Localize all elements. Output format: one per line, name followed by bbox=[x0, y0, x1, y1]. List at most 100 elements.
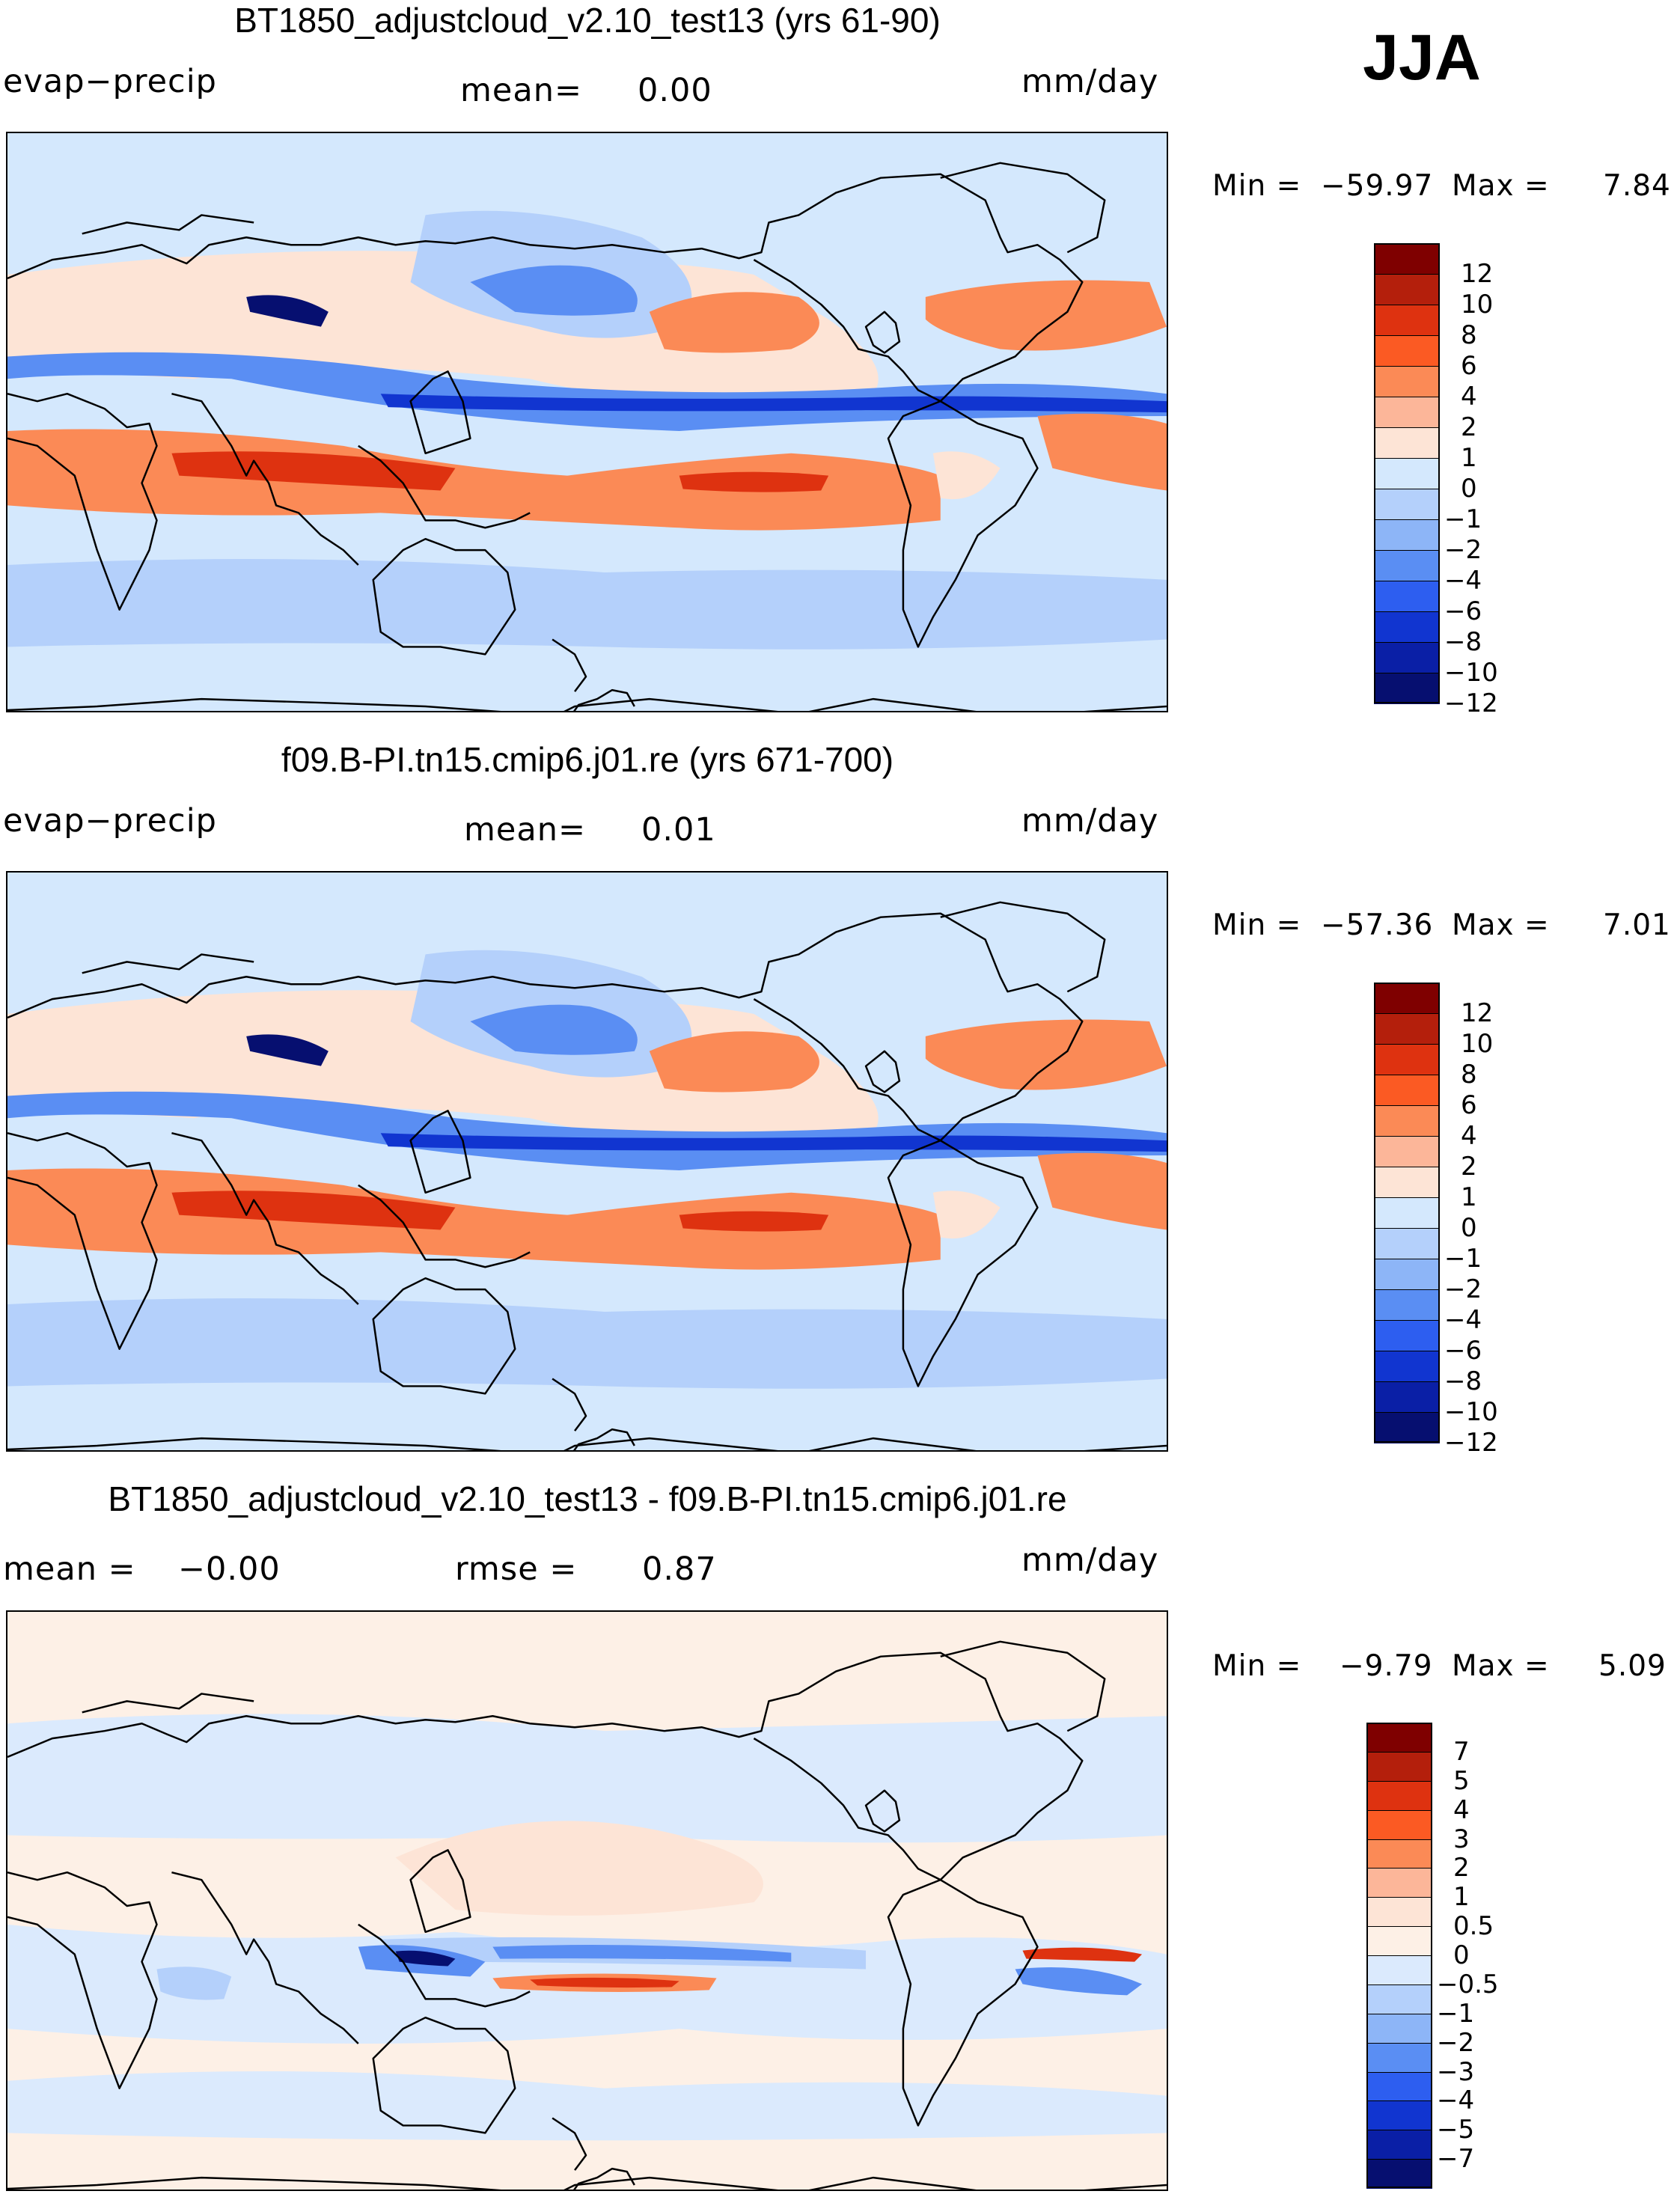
map-canvas bbox=[7, 1612, 1167, 2190]
coastline bbox=[7, 392, 158, 611]
mean-key: mean= bbox=[464, 811, 586, 849]
coastline bbox=[171, 1131, 359, 1305]
colorbar-swatch bbox=[1374, 1105, 1440, 1137]
panel-title: BT1850_adjustcloud_v2.10_test13 - f09.B-… bbox=[108, 1479, 1067, 1518]
coastline bbox=[171, 392, 359, 566]
coastline bbox=[887, 400, 1039, 648]
max-key: Max = bbox=[1452, 1649, 1550, 1683]
coastline bbox=[358, 444, 531, 529]
variable-label: evap−precip bbox=[3, 802, 217, 840]
coastline bbox=[940, 901, 1106, 993]
coastline bbox=[940, 1640, 1106, 1732]
colorbar-swatch bbox=[1374, 397, 1440, 428]
colorbar-swatch bbox=[1374, 1044, 1440, 1075]
coastline bbox=[7, 173, 1084, 403]
coastline bbox=[171, 1871, 359, 2044]
colorbar-tick-label: −6 bbox=[1444, 1336, 1482, 1366]
units-label: mm/day bbox=[1021, 63, 1159, 100]
colorbar-swatch bbox=[1374, 1167, 1440, 1198]
panel-title: BT1850_adjustcloud_v2.10_test13 (yrs 61-… bbox=[234, 1, 941, 40]
colorbar-swatch bbox=[1374, 274, 1440, 305]
colorbar-swatch bbox=[1374, 305, 1440, 336]
max-value: 5.09 bbox=[1598, 1649, 1667, 1683]
colorbar-swatch bbox=[1366, 2013, 1432, 2044]
colorbar-tick-label: 4 bbox=[1461, 1121, 1477, 1151]
colorbar-swatch bbox=[1366, 1868, 1432, 1898]
coastline bbox=[864, 311, 901, 354]
coastline bbox=[7, 1437, 501, 1450]
coastline bbox=[372, 2016, 516, 2134]
coastline bbox=[940, 162, 1106, 254]
coastline bbox=[887, 1878, 1039, 2127]
itcz-blue bbox=[7, 1091, 1167, 1170]
coastline bbox=[372, 1277, 516, 1395]
monsoon-navy bbox=[246, 1034, 329, 1066]
coastline bbox=[552, 638, 587, 692]
colorbar-tick-label: −8 bbox=[1444, 627, 1482, 657]
colorbar-swatch bbox=[1366, 1839, 1432, 1869]
mean-key: mean= bbox=[460, 72, 582, 109]
pacific-blue-core bbox=[470, 265, 638, 316]
atlantic-red bbox=[925, 280, 1167, 351]
red-patch bbox=[1022, 1947, 1143, 1962]
colorbar-3: 7 5 4 3 2 1 0.5 0 −0.5 −1 −2 −3 −4 −5 −7 bbox=[1366, 1723, 1499, 2189]
colorbar-swatch bbox=[1366, 2100, 1432, 2130]
colorbar-swatch bbox=[1374, 983, 1440, 1014]
colorbar-tick-label: 10 bbox=[1461, 290, 1494, 320]
colorbar-tick-label: −1 bbox=[1437, 1998, 1475, 2029]
colorbar-tick-label: −10 bbox=[1444, 658, 1498, 688]
southern-dark-red bbox=[679, 471, 829, 492]
colorbar-tick-label: −5 bbox=[1437, 2115, 1475, 2145]
colorbar-swatch bbox=[1366, 2042, 1432, 2072]
rmse-value: 0.87 bbox=[642, 1550, 717, 1588]
southern-ocean-blue bbox=[7, 559, 1167, 650]
colorbar-swatch bbox=[1374, 1013, 1440, 1045]
colorbar-tick-label: 6 bbox=[1461, 1090, 1477, 1120]
colorbar-tick-label: 4 bbox=[1453, 1794, 1470, 1825]
colorbar-swatch bbox=[1374, 1197, 1440, 1229]
map-2 bbox=[6, 871, 1168, 1452]
colorbar-tick-label: 6 bbox=[1461, 351, 1477, 381]
colorbar-swatch bbox=[1374, 243, 1440, 275]
coastline bbox=[82, 953, 254, 974]
atlantic-red bbox=[925, 1019, 1167, 1090]
coastline bbox=[82, 214, 254, 235]
light-blue-band bbox=[7, 2071, 1167, 2141]
map-canvas bbox=[7, 133, 1167, 711]
colorbar-swatch bbox=[1374, 673, 1440, 704]
colorbar-tick-label: −2 bbox=[1437, 2027, 1475, 2058]
colorbar-swatch bbox=[1366, 2130, 1432, 2160]
mean-value: −0.00 bbox=[178, 1550, 281, 1588]
colorbar-swatch bbox=[1366, 1897, 1432, 1927]
coastline bbox=[7, 912, 1084, 1142]
coastline bbox=[82, 1693, 254, 1714]
coastline bbox=[409, 1110, 471, 1194]
colorbar-tick-label: −10 bbox=[1444, 1397, 1498, 1427]
colorbar-tick-label: 10 bbox=[1461, 1029, 1494, 1059]
colorbar-tick-label: 0 bbox=[1461, 1213, 1477, 1243]
blue-patch bbox=[1015, 1967, 1143, 1996]
colorbar-swatch bbox=[1374, 458, 1440, 489]
southern-dark-red bbox=[679, 1211, 829, 1232]
coastline bbox=[409, 1849, 471, 1934]
colorbar-tick-label: 12 bbox=[1461, 259, 1494, 289]
colorbar-swatch bbox=[1374, 427, 1440, 459]
colorbar-tick-label: 2 bbox=[1461, 1152, 1477, 1182]
colorbar-swatch bbox=[1374, 1381, 1440, 1413]
colorbar-tick-label: 1 bbox=[1453, 1882, 1470, 1913]
colorbar-swatch bbox=[1366, 1809, 1432, 1839]
panel-title: f09.B-PI.tn15.cmip6.j01.re (yrs 671-700) bbox=[281, 740, 894, 779]
colorbar-tick-label: 5 bbox=[1453, 1765, 1470, 1796]
monsoon-navy bbox=[246, 295, 329, 327]
colorbar-swatch bbox=[1366, 1926, 1432, 1956]
subtropical-red bbox=[649, 1031, 819, 1093]
southern-ocean-blue bbox=[7, 1298, 1167, 1389]
coastline bbox=[563, 1437, 1167, 1450]
units-label: mm/day bbox=[1021, 1542, 1159, 1579]
map-1 bbox=[6, 132, 1168, 712]
blue-band bbox=[492, 1945, 792, 1962]
colorbar-frame bbox=[1366, 1723, 1432, 2188]
colorbar-swatch bbox=[1374, 1351, 1440, 1382]
min-value: −59.97 bbox=[1321, 169, 1434, 203]
colorbar-tick-label: −1 bbox=[1444, 1244, 1482, 1274]
